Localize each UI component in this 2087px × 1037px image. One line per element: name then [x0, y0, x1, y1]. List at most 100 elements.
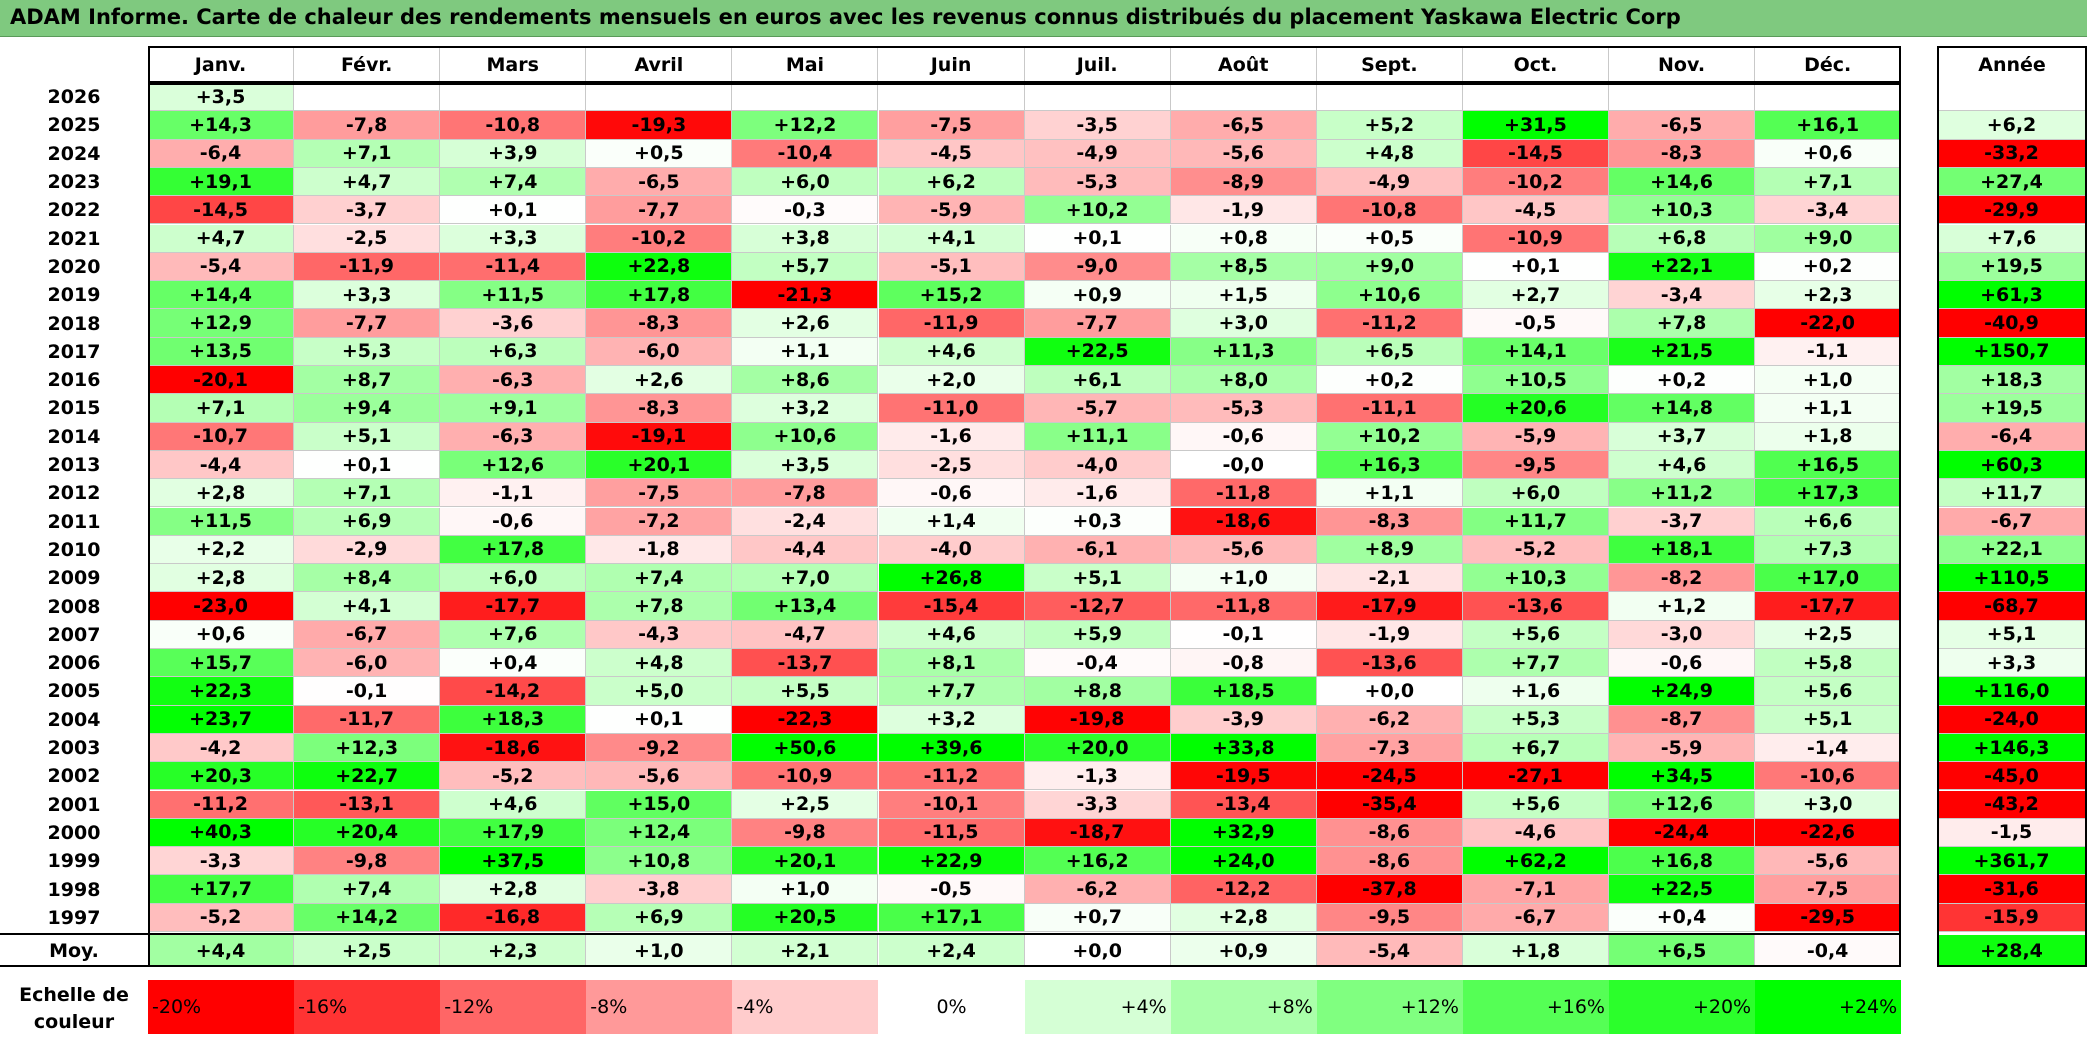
- average-cell: +0,9: [1170, 935, 1317, 967]
- heatmap-cell: +20,3: [148, 762, 295, 791]
- heatmap-cell: +3,5: [148, 83, 295, 112]
- year-label: 2024: [47, 142, 101, 165]
- heatmap-cell: +14,2: [294, 903, 441, 932]
- year-label: 2004: [47, 708, 101, 731]
- annual-cell: +61,3: [1937, 281, 2087, 310]
- heatmap-cell: +7,1: [1755, 167, 1902, 197]
- heatmap-cell: +5,2: [1316, 111, 1463, 140]
- annual-cell: +7,6: [1937, 224, 2087, 253]
- scale-swatch: 0%: [878, 980, 1025, 1034]
- heatmap-cell: -14,2: [440, 677, 587, 706]
- heatmap-cell: +5,3: [1462, 705, 1609, 734]
- heatmap-cell: -21,3: [732, 281, 879, 310]
- heatmap-cell: +4,6: [878, 337, 1025, 366]
- heatmap-cell: +17,9: [440, 818, 587, 848]
- heatmap-cell: +3,2: [878, 705, 1025, 734]
- heatmap-cell: -4,4: [732, 535, 879, 565]
- heatmap-cell: +3,9: [440, 139, 587, 168]
- heatmap-cell: +6,9: [586, 903, 733, 932]
- heatmap-cell: -9,8: [294, 847, 441, 876]
- heatmap-cell: +26,8: [878, 564, 1025, 593]
- year-label: 2001: [47, 793, 101, 816]
- heatmap-cell: -8,7: [1609, 705, 1756, 734]
- annual-cell: +361,7: [1937, 847, 2087, 876]
- heatmap-cell: +0,6: [148, 620, 295, 649]
- annual-cell: -1,5: [1937, 818, 2087, 848]
- heatmap-cell: +15,2: [878, 281, 1025, 310]
- heatmap-cell: -6,0: [294, 649, 441, 678]
- heatmap-cell: +3,3: [294, 281, 441, 310]
- heatmap-cell: -12,2: [1170, 875, 1317, 904]
- year-label: 2008: [47, 595, 101, 618]
- heatmap-cell: +11,2: [1609, 479, 1756, 508]
- annual-cell: +146,3: [1937, 733, 2087, 763]
- heatmap-cell: +4,1: [878, 224, 1025, 253]
- heatmap-cell: +22,5: [1024, 337, 1171, 366]
- heatmap-cell: -2,1: [1316, 564, 1463, 593]
- heatmap-cell: -5,6: [1170, 535, 1317, 565]
- heatmap-cell: [1755, 83, 1902, 112]
- heatmap-cell: -7,8: [732, 479, 879, 508]
- heatmap-cell: +8,4: [294, 564, 441, 593]
- heatmap-cell: +22,1: [1609, 252, 1756, 282]
- heatmap-cell: +1,1: [1316, 479, 1463, 508]
- heatmap-cell: +2,3: [1755, 281, 1902, 310]
- heatmap-cell: +22,3: [148, 677, 295, 706]
- heatmap-cell: -5,7: [1024, 394, 1171, 423]
- heatmap-cell: -7,7: [586, 196, 733, 225]
- month-header: Avril: [586, 46, 733, 83]
- heatmap-cell: +18,1: [1609, 535, 1756, 565]
- month-header: Mars: [440, 46, 587, 83]
- heatmap-cell: -6,0: [586, 337, 733, 366]
- annual-cell: +22,1: [1937, 535, 2087, 565]
- heatmap-cell: -7,7: [294, 309, 441, 338]
- heatmap-cell: +22,8: [586, 252, 733, 282]
- heatmap-cell: +31,5: [1462, 111, 1609, 140]
- heatmap-cell: -10,9: [732, 762, 879, 791]
- heatmap-cell: +0,4: [1609, 903, 1756, 932]
- heatmap-cell: +1,0: [732, 875, 879, 904]
- heatmap-cell: -10,7: [148, 422, 295, 451]
- heatmap-cell: +8,0: [1170, 366, 1317, 395]
- heatmap-cell: +0,4: [440, 649, 587, 678]
- heatmap-cell: -5,6: [1170, 139, 1317, 168]
- heatmap-cell: -9,5: [1316, 903, 1463, 932]
- heatmap-cell: +13,5: [148, 337, 295, 366]
- annual-cell: -31,6: [1937, 875, 2087, 904]
- month-header: Oct.: [1463, 46, 1609, 83]
- annual-cell: -29,9: [1937, 196, 2087, 225]
- month-header: Sept.: [1317, 46, 1463, 83]
- heatmap-cell: -11,9: [878, 309, 1025, 338]
- heatmap-cell: +0,3: [1024, 507, 1171, 536]
- month-header: Déc.: [1755, 46, 1902, 83]
- heatmap-cell: -13,6: [1462, 592, 1609, 621]
- heatmap-cell: +6,3: [440, 337, 587, 366]
- heatmap-cell: +1,1: [1755, 394, 1902, 423]
- heatmap-cell: -19,8: [1024, 705, 1171, 734]
- heatmap-cell: -11,2: [1316, 309, 1463, 338]
- heatmap-cell: +37,5: [440, 847, 587, 876]
- heatmap-cell: +2,7: [1462, 281, 1609, 310]
- average-cell: +0,0: [1024, 935, 1171, 967]
- heatmap-cell: -7,3: [1316, 733, 1463, 763]
- year-label: 1999: [47, 850, 101, 873]
- heatmap-cell: +20,4: [294, 818, 441, 848]
- heatmap-cell: +62,2: [1462, 847, 1609, 876]
- heatmap-cell: -8,3: [1316, 507, 1463, 536]
- average-cell: -0,4: [1755, 935, 1902, 967]
- month-header: Janv.: [148, 46, 295, 83]
- heatmap-cell: -6,5: [586, 167, 733, 197]
- heatmap-cell: +16,2: [1024, 847, 1171, 876]
- heatmap-cell: -23,0: [148, 592, 295, 621]
- heatmap-cell: -1,1: [440, 479, 587, 508]
- heatmap-cell: -0,0: [1170, 450, 1317, 480]
- month-header: Mai: [732, 46, 879, 83]
- heatmap-cell: -2,9: [294, 535, 441, 565]
- heatmap-cell: +7,8: [586, 592, 733, 621]
- heatmap-cell: +9,0: [1316, 252, 1463, 282]
- heatmap-cell: +10,8: [586, 847, 733, 876]
- annual-cell: -24,0: [1937, 705, 2087, 734]
- heatmap-cell: +4,7: [294, 167, 441, 197]
- heatmap-cell: -6,3: [440, 422, 587, 451]
- heatmap-cell: [586, 83, 733, 112]
